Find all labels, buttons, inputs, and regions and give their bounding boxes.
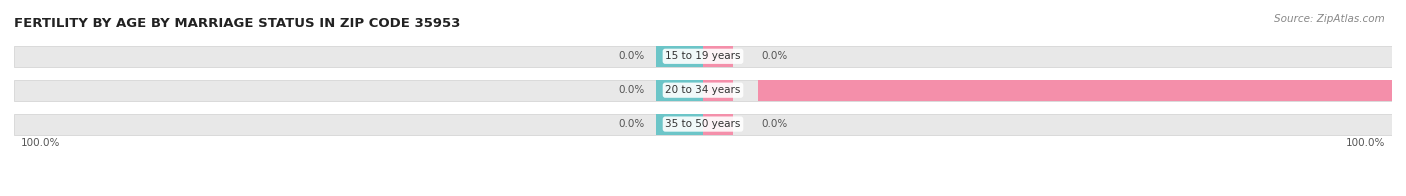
Text: Source: ZipAtlas.com: Source: ZipAtlas.com [1274, 14, 1385, 24]
Text: 15 to 19 years: 15 to 19 years [665, 51, 741, 61]
Bar [14, 113, 1392, 135]
Text: FERTILITY BY AGE BY MARRIAGE STATUS IN ZIP CODE 35953: FERTILITY BY AGE BY MARRIAGE STATUS IN Z… [14, 17, 460, 30]
Bar [758, 80, 1406, 101]
Bar [703, 46, 734, 67]
Text: 0.0%: 0.0% [619, 51, 644, 61]
Text: 20 to 34 years: 20 to 34 years [665, 85, 741, 95]
Text: 0.0%: 0.0% [619, 119, 644, 129]
Bar [14, 80, 1392, 101]
Bar [703, 80, 734, 101]
Bar [657, 80, 703, 101]
Text: 0.0%: 0.0% [762, 119, 787, 129]
Text: 100.0%: 100.0% [21, 138, 60, 148]
Bar [14, 46, 1392, 67]
Bar [657, 46, 703, 67]
Text: 35 to 50 years: 35 to 50 years [665, 119, 741, 129]
Bar [703, 113, 734, 135]
Text: 0.0%: 0.0% [619, 85, 644, 95]
Text: 100.0%: 100.0% [1346, 138, 1385, 148]
Bar [657, 113, 703, 135]
Text: 0.0%: 0.0% [762, 51, 787, 61]
